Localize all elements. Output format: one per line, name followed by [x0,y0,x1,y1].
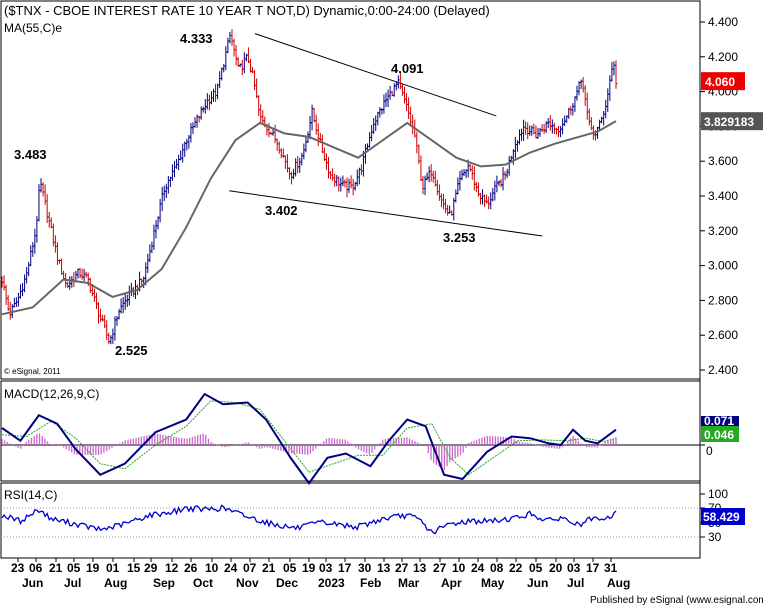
x-day-label: 10 [452,561,466,575]
macd-zero-label: 0 [706,444,713,458]
x-day-label: 17 [586,561,600,575]
x-month-label: Jun [22,576,43,590]
x-day-label: 26 [184,561,198,575]
ma-label: MA(55,C)e [4,21,62,35]
x-day-label: 31 [604,561,618,575]
x-day-label: 24 [471,561,485,575]
x-day-label: 07 [243,561,257,575]
x-day-label: 23 [11,561,25,575]
rsi-tick-label: 30 [708,530,722,544]
x-month-label: Oct [193,576,213,590]
ma-value-text: 3.829183 [704,115,754,129]
x-month-label: Jul [64,576,81,590]
x-day-label: 05 [529,561,543,575]
x-day-label: 01 [106,561,120,575]
x-month-label: Jun [527,576,548,590]
price-annotation: 3.483 [14,147,47,162]
x-month-label: Aug [607,576,630,590]
rsi-line [1,504,617,535]
price-annotation: 2.525 [115,343,148,358]
last-price-value: 4.060 [705,75,735,89]
last-price-tag [701,72,745,91]
macd-value-text: 0.071 [704,414,734,428]
x-day-label: 21 [49,561,63,575]
x-month-label: Mar [398,576,420,590]
x-month-label: Sep [153,576,175,590]
x-day-label: 21 [262,561,276,575]
price-annotation: 3.253 [443,230,476,245]
x-month-label: May [481,576,505,590]
rsi-value-text: 58.429 [703,510,740,524]
x-day-label: 13 [413,561,427,575]
trendline [254,33,497,117]
x-day-label: 22 [509,561,523,575]
price-annotation: 4.333 [180,31,213,46]
x-day-label: 03 [319,561,333,575]
chart-title: ($TNX - CBOE INTEREST RATE 10 YEAR T NOT… [4,3,490,18]
rsi-tick-label: 100 [708,487,728,501]
x-day-label: 10 [205,561,219,575]
copyright-text: © eSignal, 2011 [4,367,61,376]
x-day-label: 15 [127,561,141,575]
rsi-value-tag [701,508,745,525]
x-month-label: Nov [236,576,259,590]
x-day-label: 03 [567,561,581,575]
x-month-label: 2023 [318,576,345,590]
price-tick-label: 4.400 [708,15,738,29]
signal-value-tag [701,426,739,442]
macd-line [1,392,617,485]
x-day-label: 17 [338,561,352,575]
x-day-label: 06 [29,561,43,575]
x-month-label: Apr [441,576,462,590]
price-tick-label: 3.000 [708,259,738,273]
price-tick-label: 3.400 [708,189,738,203]
macd-value-tag [701,416,739,426]
price-tick-label: 3.600 [708,154,738,168]
x-day-label: 30 [358,561,372,575]
x-day-label: 05 [283,561,297,575]
trendline [229,190,543,237]
x-month-label: Feb [360,576,381,590]
price-tick-label: 2.600 [708,328,738,342]
x-day-label: 19 [86,561,100,575]
price-tick-label: 2.800 [708,293,738,307]
price-annotation: 3.402 [265,203,298,218]
footer-credit: Published by eSignal (www.esignal.com) [590,595,763,606]
x-day-label: 19 [302,561,316,575]
ma-value-tag [701,112,763,131]
price-tick-label: 3.200 [708,224,738,238]
x-day-label: 12 [165,561,179,575]
x-month-label: Aug [104,576,127,590]
x-day-label: 27 [395,561,409,575]
signal-value-text: 0.046 [704,428,734,442]
x-month-label: Jul [567,576,584,590]
x-day-label: 13 [377,561,391,575]
x-day-label: 24 [224,561,238,575]
x-day-label: 08 [490,561,504,575]
moving-average-line [1,120,617,316]
x-day-label: 05 [67,561,81,575]
x-month-label: Dec [276,576,298,590]
x-day-label: 20 [549,561,563,575]
price-annotation: 4.091 [391,61,424,76]
price-tick-label: 2.400 [708,363,738,377]
macd-label: MACD(12,26,9,C) [4,387,99,401]
rsi-label: RSI(14,C) [4,488,57,502]
x-day-label: 27 [433,561,447,575]
x-day-label: 29 [144,561,158,575]
price-tick-label: 4.200 [708,50,738,64]
